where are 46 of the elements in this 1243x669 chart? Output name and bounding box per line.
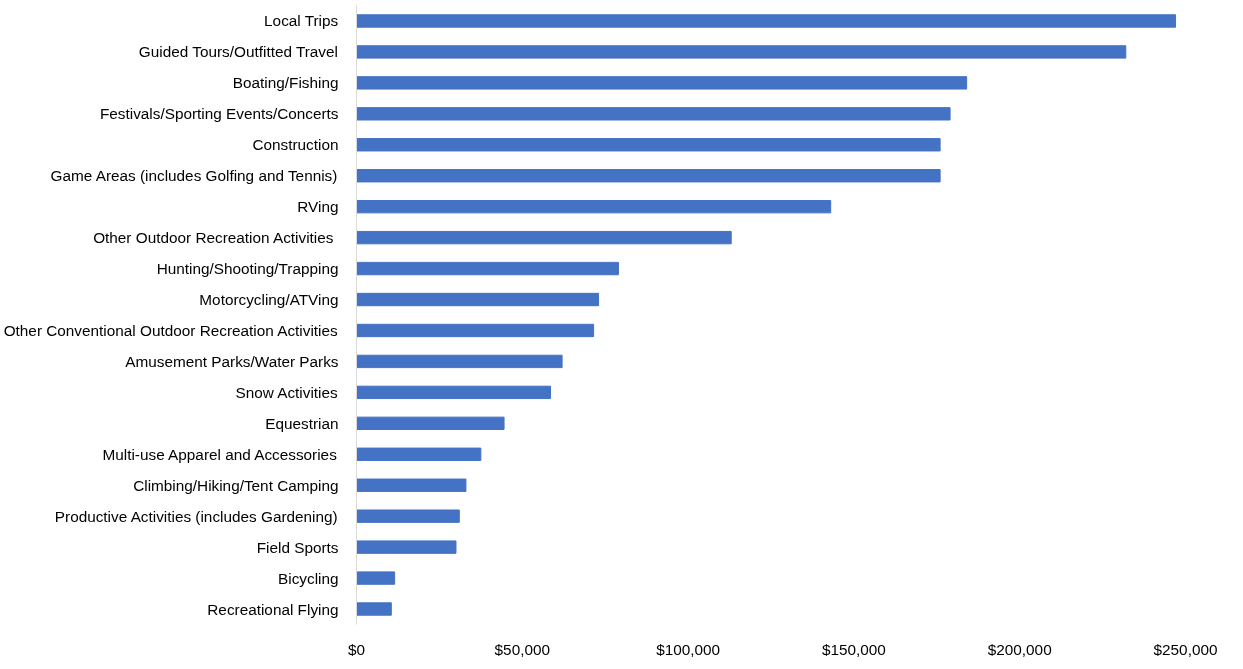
x-tick-label: $250,000 xyxy=(1153,640,1218,658)
y-tick-label: Other Outdoor Recreation Activities xyxy=(93,229,334,247)
y-tick-label: Construction xyxy=(252,136,339,154)
y-tick-label: Bicycling xyxy=(278,569,339,587)
y-tick-label: Climbing/Hiking/Tent Camping xyxy=(133,476,339,494)
bar xyxy=(356,107,951,121)
x-tick-label: $100,000 xyxy=(656,640,721,658)
y-tick-label: Boating/Fishing xyxy=(232,74,339,92)
bar xyxy=(356,354,563,369)
y-tick-label: Hunting/Shooting/Trapping xyxy=(156,260,339,278)
bar xyxy=(356,230,732,245)
y-tick-label: RVing xyxy=(297,198,339,216)
y-tick-label: Guided Tours/Outfitted Travel xyxy=(138,43,338,61)
bar xyxy=(356,138,941,152)
bar xyxy=(356,169,941,183)
y-tick-label: Field Sports xyxy=(256,538,339,556)
bar xyxy=(356,199,832,214)
y-tick-label: Other Conventional Outdoor Recreation Activities xyxy=(3,321,338,339)
bar xyxy=(356,571,396,585)
y-tick-label: Equestrian xyxy=(265,414,339,432)
bar xyxy=(356,14,1177,28)
y-tick-label: Local Trips xyxy=(264,12,339,30)
bar xyxy=(356,478,467,492)
x-tick-label: $200,000 xyxy=(987,640,1052,658)
bar xyxy=(356,45,1127,59)
bar xyxy=(356,385,551,400)
y-tick-label: Multi-use Apparel and Accessories xyxy=(102,445,338,463)
bar xyxy=(356,509,460,523)
x-tick-label: $50,000 xyxy=(494,640,551,658)
x-tick-label: $150,000 xyxy=(821,640,886,658)
bar xyxy=(356,416,505,431)
bar xyxy=(356,76,968,90)
x-tick-label: $0 xyxy=(347,640,366,658)
bar xyxy=(356,323,595,338)
y-tick-label: Productive Activities (includes Gardening) xyxy=(54,507,338,525)
y-tick-label: Game Areas (includes Golfing and Tennis) xyxy=(50,167,338,185)
bar xyxy=(356,447,482,461)
y-tick-label: Recreational Flying xyxy=(207,600,339,618)
bar xyxy=(356,602,392,616)
bar xyxy=(356,540,457,554)
y-tick-label: Festivals/Sporting Events/Concerts xyxy=(99,105,339,123)
y-tick-label: Amusement Parks/Water Parks xyxy=(125,352,339,370)
bar xyxy=(356,261,619,276)
y-tick-label: Snow Activities xyxy=(235,383,338,401)
y-tick-label: Motorcycling/ATVing xyxy=(199,291,339,309)
bar xyxy=(356,292,600,307)
